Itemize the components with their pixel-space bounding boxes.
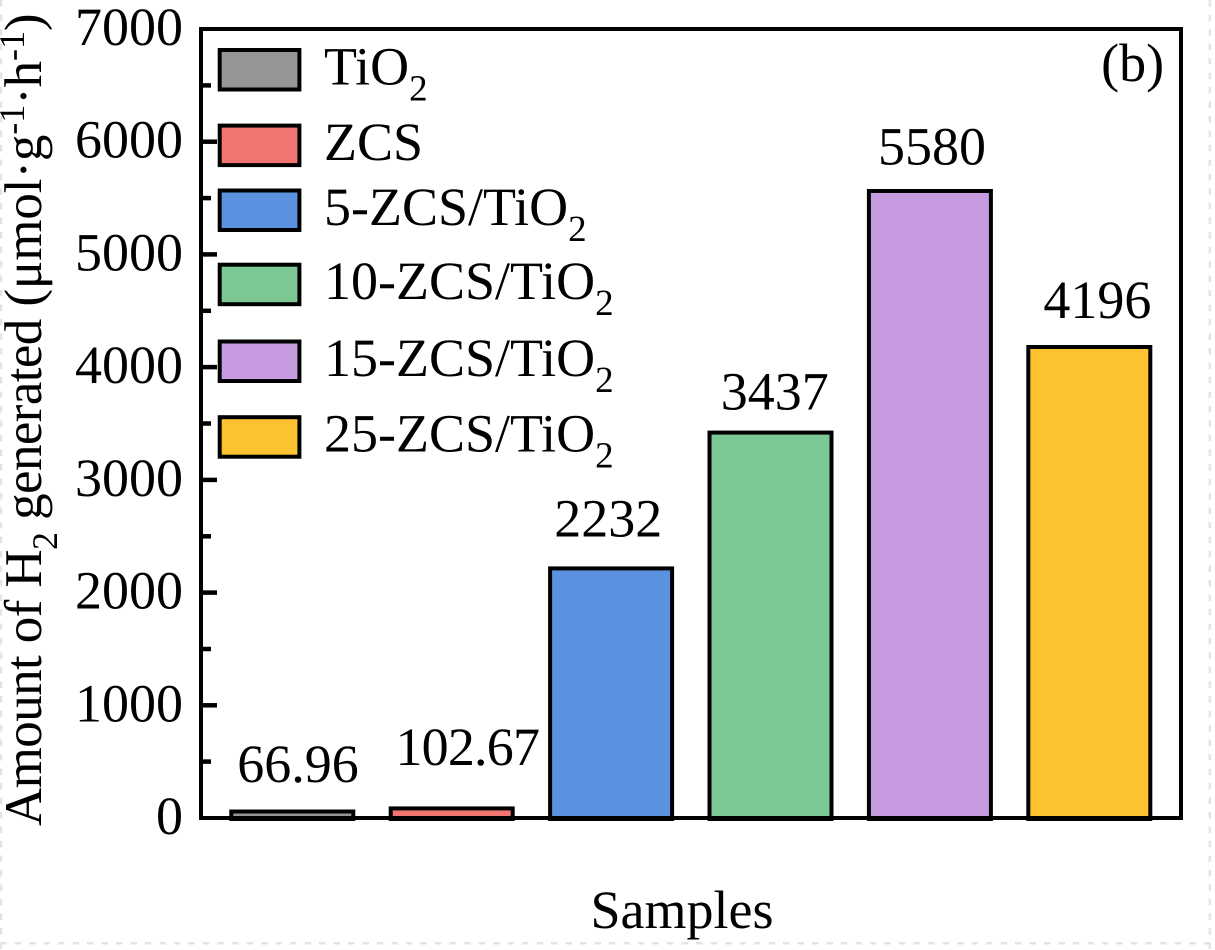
svg-text:3000: 3000: [75, 448, 183, 508]
svg-text:1000: 1000: [75, 673, 183, 733]
svg-text:3437: 3437: [721, 362, 829, 422]
svg-text:2232: 2232: [554, 489, 662, 549]
svg-text:5580: 5580: [878, 116, 986, 176]
svg-text:7000: 7000: [75, 0, 183, 57]
svg-text:0: 0: [156, 786, 183, 846]
svg-text:6000: 6000: [75, 110, 183, 170]
svg-text:Amount of H2 generated (μmol·g: Amount of H2 generated (μmol·g-1·h-1): [0, 13, 65, 826]
svg-text:4000: 4000: [75, 335, 183, 395]
svg-text:66.96: 66.96: [237, 734, 359, 794]
svg-text:(b): (b): [1101, 33, 1164, 93]
svg-text:102.67: 102.67: [395, 717, 539, 777]
svg-text:5000: 5000: [75, 222, 183, 282]
svg-text:ZCS: ZCS: [324, 112, 423, 172]
svg-text:4196: 4196: [1043, 270, 1151, 330]
svg-text:Samples: Samples: [591, 880, 774, 940]
svg-text:2000: 2000: [75, 561, 183, 621]
